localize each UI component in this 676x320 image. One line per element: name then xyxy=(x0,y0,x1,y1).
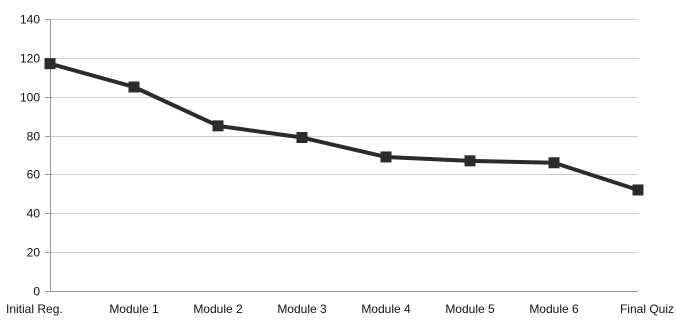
data-point-marker xyxy=(380,151,392,163)
y-tick-label: 140 xyxy=(20,13,40,27)
y-tick-label: 40 xyxy=(27,207,41,221)
x-tick-label: Module 3 xyxy=(277,302,327,316)
x-tick-label: Module 1 xyxy=(109,302,159,316)
y-tick-label: 20 xyxy=(27,246,41,260)
y-tick-label: 0 xyxy=(33,285,40,299)
x-tick-label: Module 4 xyxy=(361,302,411,316)
series-line xyxy=(49,61,639,192)
y-tick-label: 120 xyxy=(20,52,40,66)
data-point-marker xyxy=(212,120,224,132)
data-point-marker xyxy=(128,81,140,93)
x-tick-labels: Initial Reg. Module 1 Module 2 Module 3 Modu… xyxy=(6,302,674,316)
x-tick-label: Module 2 xyxy=(193,302,243,316)
data-point-marker xyxy=(464,155,476,167)
y-tick-label: 80 xyxy=(27,130,41,144)
grid-layer xyxy=(50,19,638,253)
y-tick-labels: 0 20 40 60 80 100 120 140 xyxy=(20,13,40,299)
data-point-marker xyxy=(296,132,308,144)
y-tick-label: 100 xyxy=(20,91,40,105)
x-tick-label: Module 5 xyxy=(445,302,495,316)
x-tick-label: Module 6 xyxy=(529,302,579,316)
x-tick-label: Final Quiz xyxy=(620,302,674,316)
data-point-marker xyxy=(632,184,644,196)
x-tick-label: Initial Reg. xyxy=(6,302,63,316)
series-layer xyxy=(44,58,644,196)
data-point-marker xyxy=(44,58,56,70)
data-point-marker xyxy=(548,157,560,169)
y-tick-label: 60 xyxy=(27,168,41,182)
axis-layer xyxy=(45,19,638,292)
